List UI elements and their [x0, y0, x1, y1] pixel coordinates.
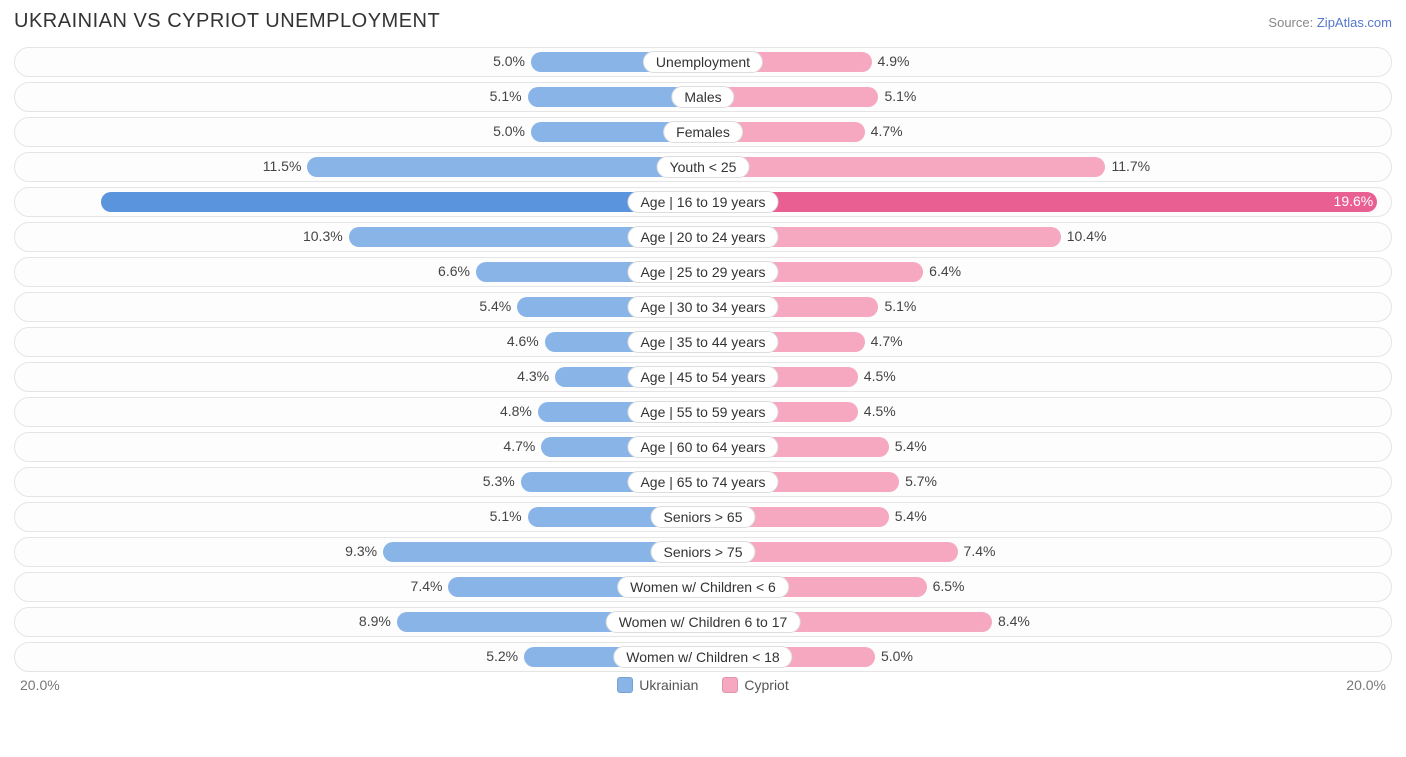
bar-right-value: 5.4% [889, 438, 927, 454]
category-label: Seniors > 65 [651, 506, 756, 528]
bar-left-value: 5.4% [479, 298, 517, 314]
bar-left: 11.5% [307, 157, 703, 177]
bar-right-value: 4.5% [858, 403, 896, 419]
category-label: Age | 35 to 44 years [627, 331, 778, 353]
bar-left-value: 5.0% [493, 53, 531, 69]
chart-row: 5.0% 4.9% Unemployment [14, 47, 1392, 77]
bar-right-value: 10.4% [1061, 228, 1107, 244]
category-label: Seniors > 75 [651, 541, 756, 563]
chart-row: 5.4% 5.1% Age | 30 to 34 years [14, 292, 1392, 322]
category-label: Age | 30 to 34 years [627, 296, 778, 318]
bar-left-value: 6.6% [438, 263, 476, 279]
legend-item-left: Ukrainian [617, 677, 698, 693]
category-label: Age | 65 to 74 years [627, 471, 778, 493]
diverging-bar-chart: 5.0% 4.9% Unemployment 5.1% 5.1% Males 5.0% 4.7… [14, 47, 1392, 672]
chart-row: 8.9% 8.4% Women w/ Children 6 to 17 [14, 607, 1392, 637]
bar-left-value: 10.3% [303, 228, 349, 244]
chart-title: UKRAINIAN VS CYPRIOT UNEMPLOYMENT [14, 10, 440, 33]
bar-left-value: 5.2% [486, 648, 524, 664]
bar-right-value: 19.6% [1334, 193, 1374, 209]
chart-row: 5.0% 4.7% Females [14, 117, 1392, 147]
legend-label-right: Cypriot [744, 677, 788, 693]
bar-left-value: 5.3% [483, 473, 521, 489]
category-label: Unemployment [643, 51, 763, 73]
bar-right-value: 5.0% [875, 648, 913, 664]
bar-right-value: 11.7% [1105, 158, 1150, 174]
chart-row: 17.5% 19.6% Age | 16 to 19 years [14, 187, 1392, 217]
bar-left-value: 4.7% [503, 438, 541, 454]
source-value: ZipAtlas.com [1317, 15, 1392, 30]
category-label: Males [671, 86, 734, 108]
bar-left-value: 4.6% [507, 333, 545, 349]
chart-row: 10.3% 10.4% Age | 20 to 24 years [14, 222, 1392, 252]
category-label: Women w/ Children < 18 [613, 646, 792, 668]
chart-row: 4.8% 4.5% Age | 55 to 59 years [14, 397, 1392, 427]
legend-label-left: Ukrainian [639, 677, 698, 693]
bar-left-value: 8.9% [359, 613, 397, 629]
bar-left-value: 9.3% [345, 543, 383, 559]
bar-left-value: 4.8% [500, 403, 538, 419]
chart-row: 5.3% 5.7% Age | 65 to 74 years [14, 467, 1392, 497]
category-label: Youth < 25 [657, 156, 750, 178]
bar-right-value: 4.5% [858, 368, 896, 384]
bar-right: 19.6% [703, 192, 1377, 212]
axis-max-right: 20.0% [1346, 677, 1386, 693]
chart-row: 5.1% 5.1% Males [14, 82, 1392, 112]
chart-row: 9.3% 7.4% Seniors > 75 [14, 537, 1392, 567]
bar-left-value: 4.3% [517, 368, 555, 384]
category-label: Age | 25 to 29 years [627, 261, 778, 283]
bar-right-value: 6.5% [927, 578, 965, 594]
bar-right-value: 6.4% [923, 263, 961, 279]
axis-max-left: 20.0% [20, 677, 60, 693]
category-label: Females [663, 121, 743, 143]
legend: Ukrainian Cypriot [60, 677, 1347, 693]
bar-right-value: 7.4% [958, 543, 996, 559]
chart-row: 4.6% 4.7% Age | 35 to 44 years [14, 327, 1392, 357]
bar-right-value: 5.1% [878, 298, 916, 314]
bar-left-value: 7.4% [411, 578, 449, 594]
bar-left-value: 5.1% [490, 508, 528, 524]
bar-right-value: 4.9% [872, 53, 910, 69]
bar-left-value: 11.5% [263, 158, 308, 174]
category-label: Women w/ Children < 6 [617, 576, 789, 598]
bar-right-value: 5.4% [889, 508, 927, 524]
chart-row: 4.3% 4.5% Age | 45 to 54 years [14, 362, 1392, 392]
legend-item-right: Cypriot [722, 677, 788, 693]
category-label: Age | 45 to 54 years [627, 366, 778, 388]
bar-right-value: 5.1% [878, 88, 916, 104]
chart-row: 5.1% 5.4% Seniors > 65 [14, 502, 1392, 532]
bar-left: 17.5% [101, 192, 703, 212]
chart-row: 7.4% 6.5% Women w/ Children < 6 [14, 572, 1392, 602]
bar-right-value: 8.4% [992, 613, 1030, 629]
category-label: Age | 60 to 64 years [627, 436, 778, 458]
category-label: Women w/ Children 6 to 17 [606, 611, 801, 633]
bar-right-value: 4.7% [865, 333, 903, 349]
source-label: Source: [1268, 15, 1313, 30]
legend-swatch-left [617, 677, 633, 693]
chart-row: 11.5%11.7%Youth < 25 [14, 152, 1392, 182]
bar-left-value: 5.1% [490, 88, 528, 104]
header: UKRAINIAN VS CYPRIOT UNEMPLOYMENT Source… [14, 10, 1392, 33]
bar-right-value: 5.7% [899, 473, 937, 489]
chart-row: 6.6% 6.4% Age | 25 to 29 years [14, 257, 1392, 287]
bar-right-value: 4.7% [865, 123, 903, 139]
category-label: Age | 20 to 24 years [627, 226, 778, 248]
source: Source: ZipAtlas.com [1268, 15, 1392, 30]
chart-row: 5.2% 5.0% Women w/ Children < 18 [14, 642, 1392, 672]
chart-footer: 20.0% Ukrainian Cypriot 20.0% [14, 677, 1392, 693]
bar-right: 11.7% [703, 157, 1105, 177]
legend-swatch-right [722, 677, 738, 693]
bar-left-value: 5.0% [493, 123, 531, 139]
category-label: Age | 16 to 19 years [627, 191, 778, 213]
category-label: Age | 55 to 59 years [627, 401, 778, 423]
chart-row: 4.7% 5.4% Age | 60 to 64 years [14, 432, 1392, 462]
